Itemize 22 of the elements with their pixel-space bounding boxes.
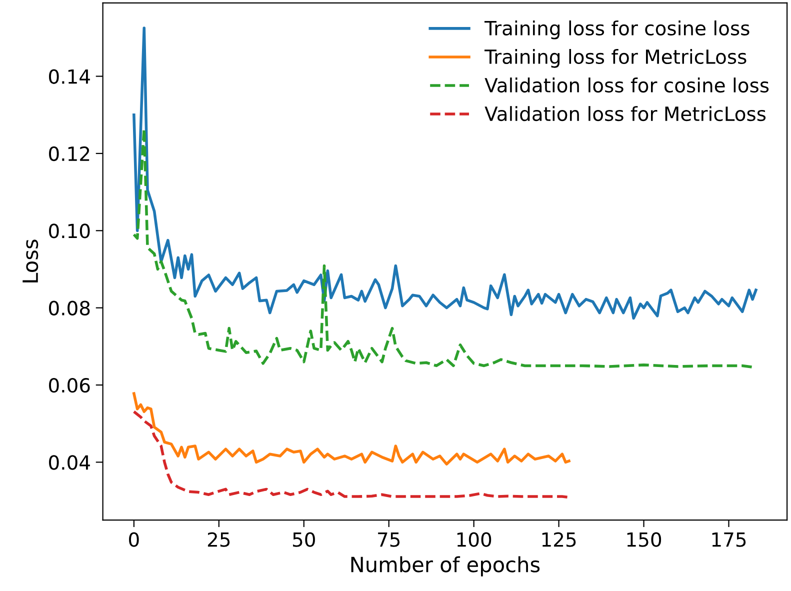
x-tick-label: 150 (627, 532, 662, 547)
x-tick-label: 175 (712, 532, 746, 547)
y-axis-title: Loss (22, 240, 38, 282)
y-tick-label: 0.04 (49, 455, 90, 470)
y-tick-label: 0.14 (49, 69, 90, 84)
x-tick-label: 0 (129, 532, 139, 547)
x-tick-label: 125 (542, 532, 576, 547)
x-tick-label: 50 (293, 532, 315, 547)
x-tick-label: 75 (378, 532, 400, 547)
y-tick-label: 0.06 (49, 378, 90, 393)
y-tick-label: 0.10 (49, 224, 90, 238)
legend-label: Training loss for cosine loss (484, 20, 750, 40)
legend-label: Validation loss for cosine loss (484, 78, 769, 93)
line-series (132, 410, 570, 499)
legend-label: Training loss for MetricLoss (484, 48, 746, 68)
line-series (132, 392, 570, 466)
x-axis-title: Number of epochs (351, 556, 540, 576)
x-tick-label: 25 (208, 532, 230, 547)
y-tick-label: 0.08 (49, 300, 90, 316)
legend-label: Validation loss for MetricLoss (484, 106, 766, 122)
x-tick-label: 100 (457, 532, 492, 547)
y-tick-label: 0.12 (49, 146, 90, 162)
